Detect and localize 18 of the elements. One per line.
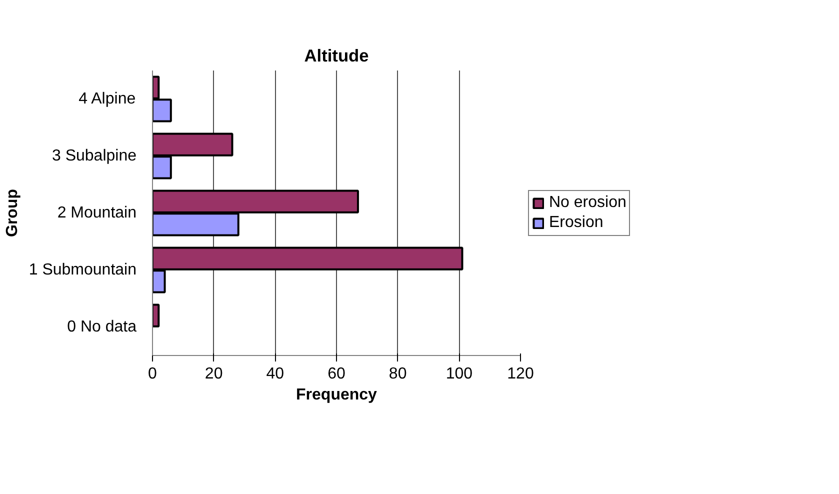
x-tick-label: 120 bbox=[507, 366, 534, 382]
x-tick-label: 100 bbox=[446, 366, 473, 382]
bar bbox=[152, 304, 160, 328]
x-tick-label: 20 bbox=[204, 366, 223, 382]
y-tick-label: 4 Alpine bbox=[78, 90, 136, 108]
y-tick-label: 0 No data bbox=[67, 318, 137, 336]
legend-label: No erosion bbox=[549, 194, 626, 212]
y-tick-label: 2 Mountain bbox=[57, 204, 137, 222]
y-axis-title: Group bbox=[4, 188, 21, 237]
x-tick-label: 60 bbox=[328, 366, 346, 382]
chart-title: Altitude bbox=[304, 46, 370, 66]
x-axis-title: Frequency bbox=[296, 386, 378, 404]
y-tick-label: 3 Subalpine bbox=[52, 148, 137, 164]
x-tick-label: 0 bbox=[148, 366, 158, 382]
x-tick-label: 80 bbox=[388, 366, 407, 382]
x-tick-label: 40 bbox=[266, 366, 284, 382]
y-tick-label: 1 Submountain bbox=[28, 262, 137, 278]
legend-label: Erosion bbox=[549, 214, 604, 232]
